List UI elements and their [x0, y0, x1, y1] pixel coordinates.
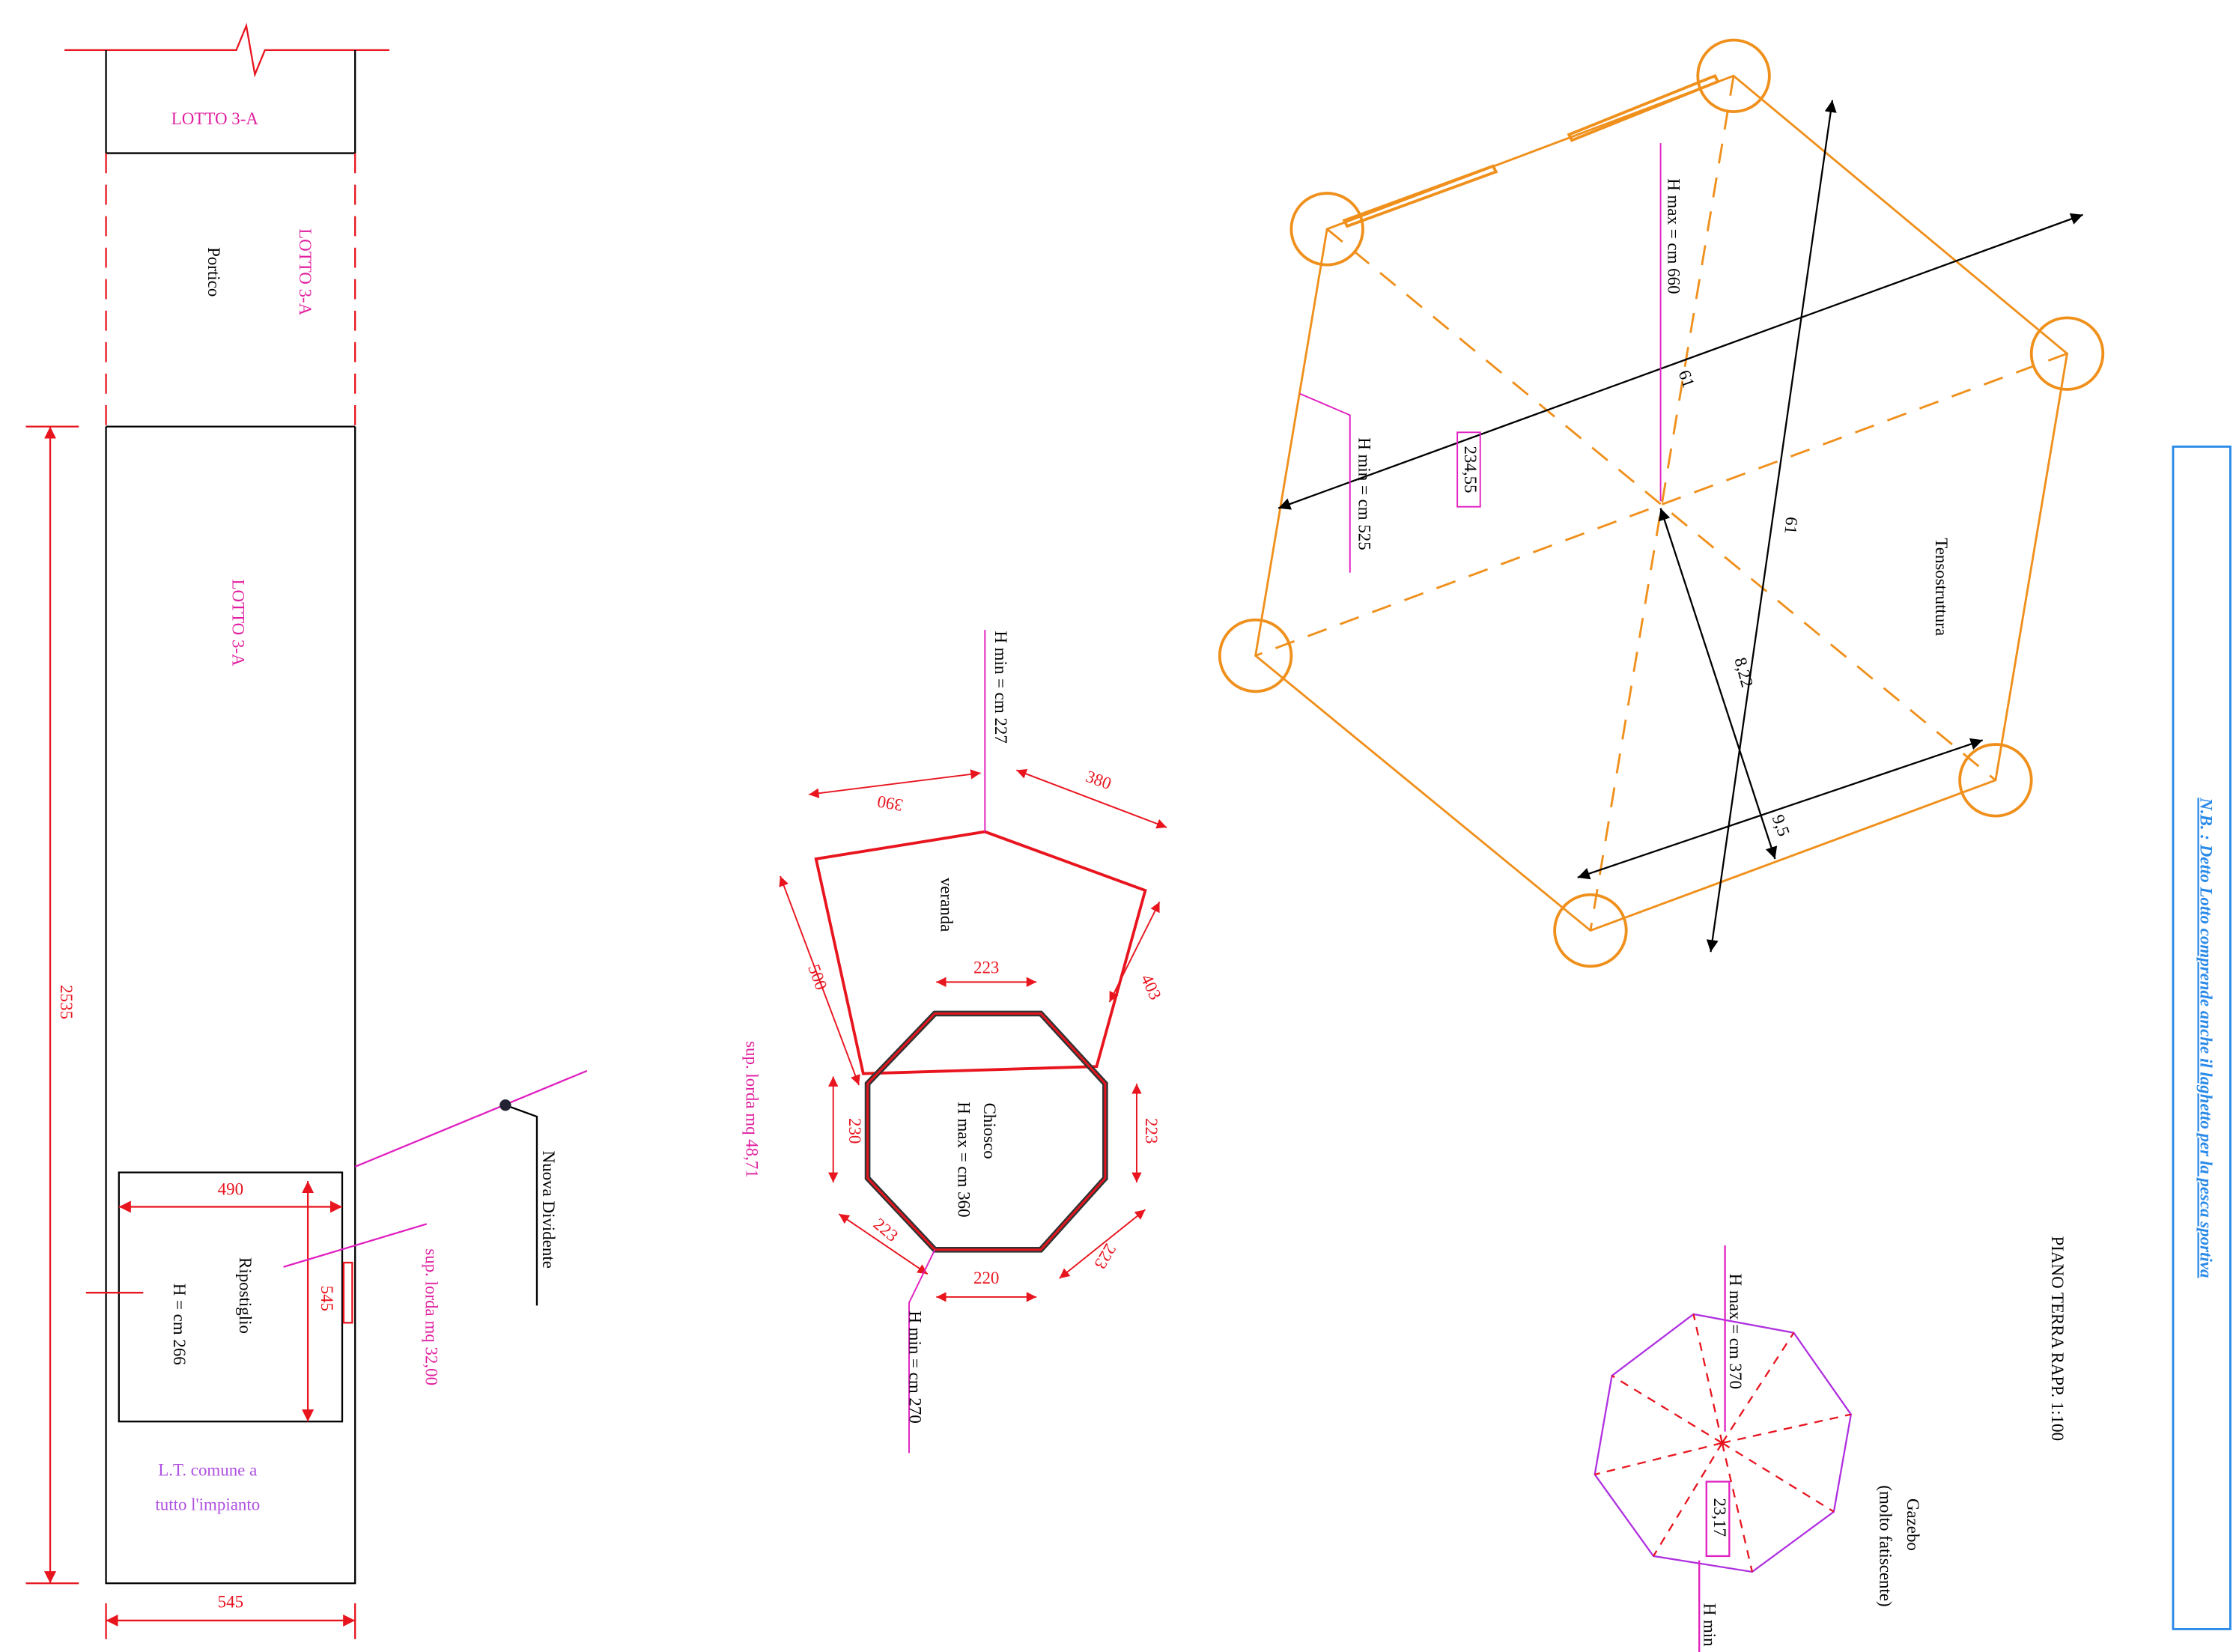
group — [780, 770, 1167, 1296]
label-dim-230: 230 — [845, 1118, 864, 1144]
label-height: H = cm 266 — [170, 1284, 189, 1365]
label-divider: Nuova Dividente — [539, 1151, 558, 1269]
label-portico: Portico — [204, 247, 223, 297]
label-dim-223-bl: 223 — [870, 1215, 902, 1245]
label-dim-500: 500 — [804, 962, 830, 992]
label-h-max: H max = cm 660 — [1665, 178, 1683, 294]
label-1: tutto l'impianto — [155, 1495, 260, 1513]
label-h-min: H min — [1700, 1603, 1719, 1647]
drawing-polyline — [64, 25, 389, 74]
label-dim-220: 220 — [973, 1269, 999, 1287]
label-width: 545 — [218, 1592, 243, 1611]
label-h-min-bottom: H min = cm 270 — [905, 1311, 924, 1423]
drawing-line — [1612, 1376, 1722, 1443]
label-h-min-top: H min = cm 227 — [991, 631, 1010, 743]
drawing-line — [1722, 1443, 1834, 1512]
label-height-box: 234,55 — [1461, 446, 1480, 493]
label-dim-223-br: 223 — [1090, 1240, 1120, 1272]
group — [1220, 40, 2103, 967]
group — [780, 630, 1167, 1453]
drawing-line — [1578, 740, 1983, 878]
label-dim-390: 390 — [876, 792, 905, 815]
drawing-line — [1722, 1415, 1851, 1443]
label-state: (molto fatiscente) — [1877, 1485, 1895, 1606]
drawing-line — [809, 773, 980, 795]
label-name: Tensostruttura — [1932, 538, 1951, 636]
label-dim-380: 380 — [1084, 767, 1114, 793]
label-top-label: LOTTO 3-A — [171, 109, 259, 128]
label-dim-b: 61 — [1781, 516, 1801, 535]
drawing-circle — [499, 1099, 511, 1111]
label-depth: 545 — [318, 1286, 336, 1311]
label-h-max: H max = cm 370 — [1726, 1274, 1745, 1389]
label-dim-d: 9,5 — [1769, 812, 1793, 838]
label-dim-a: 61 — [1675, 368, 1698, 390]
group — [1595, 446, 2231, 1652]
label-dim-403: 403 — [1137, 971, 1165, 1003]
label-h-max: H max = cm 360 — [954, 1102, 973, 1217]
label-dim-223-top: 223 — [973, 958, 999, 977]
page: LOTTO 3-A LOTTO 3-A Portico LOTTO 3-A 2535 54… — [0, 0, 2239, 1652]
label-portico-lotto: LOTTO 3-A — [296, 228, 315, 316]
drawing-line — [1591, 76, 1734, 930]
label-veranda: veranda — [938, 878, 956, 932]
drawing-polygon — [816, 832, 1146, 1074]
label-length: 2535 — [57, 985, 76, 1019]
label-name: Ripostiglio — [236, 1257, 255, 1334]
label-name: Chiosco — [980, 1103, 999, 1159]
label-0: L.T. comune a — [158, 1460, 257, 1479]
group: LOTTO 3-A LOTTO 3-A Portico LOTTO 3-A 2535 54… — [57, 109, 2216, 1647]
label-width: 490 — [218, 1180, 243, 1199]
label-title: PIANO TERRA RAPP. 1:100 — [2048, 1236, 2067, 1441]
drawing-line — [1661, 508, 1775, 859]
label-area: sup. lorda mq 32,00 — [422, 1248, 440, 1385]
label-dim-223-right: 223 — [1142, 1118, 1161, 1144]
drawing-line — [1595, 1443, 1722, 1475]
drawing-line — [1694, 1314, 1722, 1443]
label-main-label: LOTTO 3-A — [228, 580, 247, 667]
label-note: N.B. : Detto Lotto comprende anche il la… — [2197, 797, 2216, 1278]
drawing-polyline — [1300, 394, 1350, 573]
drawing-rect — [344, 1263, 352, 1322]
label-height-box: 23,17 — [1710, 1498, 1729, 1537]
label-area: sup. lorda mq 48,71 — [743, 1041, 762, 1178]
drawing: LOTTO 3-A LOTTO 3-A Portico LOTTO 3-A 2535 54… — [0, 0, 2239, 1652]
label-h-min: H min = cm 525 — [1355, 437, 1374, 550]
label-name: Gazebo — [1904, 1498, 1922, 1551]
drawing-polyline — [505, 1105, 537, 1306]
